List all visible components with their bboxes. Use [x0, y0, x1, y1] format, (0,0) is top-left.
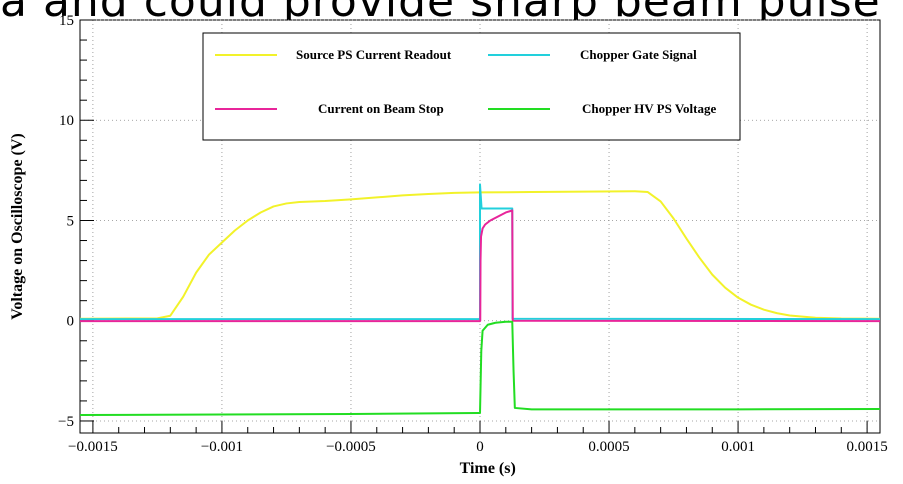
y-axis-title: Voltage on Oscilloscope (V) — [9, 133, 26, 320]
legend-label: Chopper Gate Signal — [580, 47, 697, 62]
x-tick-label: 0.0005 — [588, 439, 629, 455]
y-tick-label: 0 — [67, 314, 75, 330]
legend-label: Chopper HV PS Voltage — [582, 101, 716, 116]
legend-box — [202, 32, 741, 141]
y-tick-label: 15 — [59, 13, 74, 29]
x-tick-label: −0.001 — [201, 439, 243, 455]
x-tick-label: 0 — [476, 439, 484, 455]
series-beam-stop-current-line — [80, 209, 881, 323]
y-tick-label: 10 — [59, 113, 74, 129]
x-tick-label: −0.0005 — [326, 439, 376, 455]
series-source-ps-current-line — [79, 190, 881, 320]
x-axis-title: Time (s) — [460, 460, 516, 477]
legend-label: Source PS Current Readout — [296, 47, 452, 62]
y-tick-label: −5 — [58, 414, 74, 430]
x-tick-label: 0.001 — [721, 439, 755, 455]
x-tick-label: 0.0015 — [846, 439, 887, 455]
x-tick-label: −0.0015 — [68, 439, 118, 455]
legend-label: Current on Beam Stop — [318, 101, 444, 116]
series-chopper-hv-voltage-line — [79, 320, 881, 416]
y-tick-label: 5 — [67, 213, 75, 229]
